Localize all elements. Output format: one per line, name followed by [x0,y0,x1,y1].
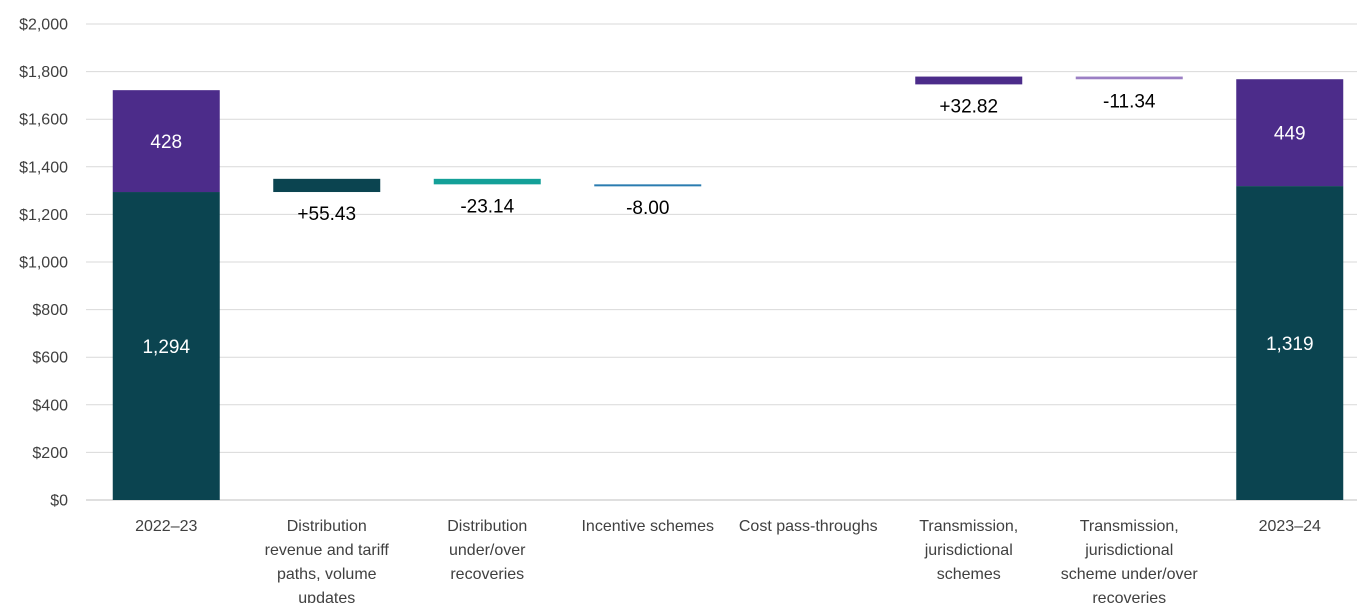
data-label: 1,294 [142,337,190,358]
x-category-label: Incentive schemes [581,518,714,535]
data-label: -23.14 [460,196,514,217]
data-label: -11.34 [1103,91,1156,112]
y-tick-label: $2,000 [19,17,68,34]
data-label: +55.43 [297,204,356,225]
x-category-label: recoveries [450,566,524,583]
total-bar-segment [112,192,220,500]
x-category-label: updates [298,590,355,603]
x-category-label: jurisdictional [924,542,1013,559]
y-tick-label: $1,400 [19,159,68,176]
x-category-label: scheme under/over [1061,566,1199,583]
change-bar [594,184,702,187]
data-label: -8.00 [626,198,669,219]
data-label: +32.82 [939,96,998,117]
x-category-label: recoveries [1092,590,1166,603]
change-bar [915,76,1023,85]
total-bar-segment [1236,186,1344,500]
x-category-label: under/over [449,542,526,559]
x-category-label: Cost pass-throughs [739,518,878,535]
x-category-label: paths, volume [277,566,377,583]
change-bar [433,178,541,185]
y-tick-label: $600 [32,350,68,367]
y-tick-label: $800 [32,302,68,319]
x-category-label: 2022–23 [135,518,197,535]
x-category-label: jurisdictional [1084,542,1173,559]
x-category-label: revenue and tariff [265,542,390,559]
change-bar [273,178,381,193]
data-label: 449 [1274,124,1306,145]
x-category-label: schemes [937,566,1001,583]
y-tick-label: $200 [32,445,68,462]
total-bar-segment [1236,79,1344,187]
x-category-label: Transmission, [919,518,1018,535]
x-category-label: Distribution [287,518,367,535]
y-tick-label: $1,200 [19,207,68,224]
y-tick-label: $400 [32,397,68,414]
change-bar [1075,76,1183,80]
x-category-label: Distribution [447,518,527,535]
total-bar-segment [112,90,220,193]
data-label: 1,319 [1266,334,1314,355]
y-tick-label: $1,000 [19,255,68,272]
y-tick-label: $1,800 [19,64,68,81]
data-label: 428 [150,132,182,153]
y-tick-label: $1,600 [19,112,68,129]
x-category-label: Transmission, [1080,518,1179,535]
y-tick-label: $0 [50,493,68,510]
x-category-label: 2023–24 [1259,518,1321,535]
